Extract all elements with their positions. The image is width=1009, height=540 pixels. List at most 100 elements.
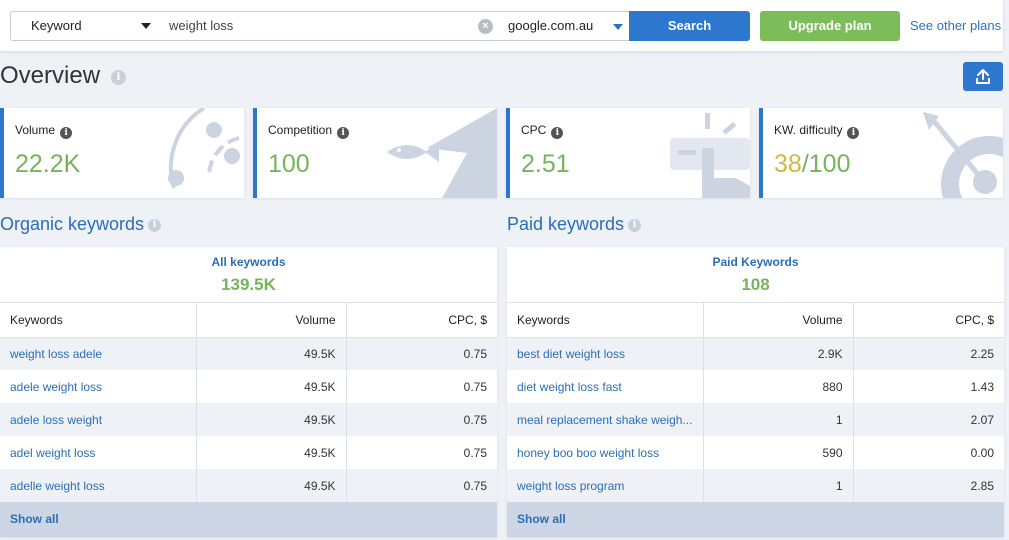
cpc-cell: 2.85 [852,469,1004,502]
organic-summary: All keywords 139.5K [0,247,497,303]
table-row: adelle weight loss 49.5K 0.75 [0,469,497,502]
cpc-cell: 0.75 [345,469,497,502]
info-icon[interactable]: i [148,219,161,232]
summary-value: 108 [741,275,770,294]
organic-keywords-title: Organic keywords [0,214,145,234]
volume-cell: 49.5K [195,370,346,403]
keyword-link[interactable]: meal replacement shake weigh... [507,403,703,436]
volume-cell: 49.5K [195,469,346,502]
volume-cell: 49.5K [195,337,346,370]
column-header-cpc[interactable]: CPC, $ [852,303,1004,338]
metric-label: KW. difficulty [774,123,843,137]
column-header-volume[interactable]: Volume [195,303,346,338]
info-icon[interactable]: i [111,70,126,85]
info-icon[interactable]: i [60,127,73,139]
summary-label[interactable]: Paid Keywords [712,255,799,269]
column-header-cpc[interactable]: CPC, $ [345,303,497,338]
cpc-cell: 1.43 [852,370,1004,403]
search-button[interactable]: Search [629,11,750,41]
summary-label[interactable]: All keywords [211,255,286,269]
info-icon[interactable]: i [628,219,641,232]
orbit-illustration-icon [168,108,240,189]
search-type-label: Keyword [31,18,82,33]
paid-keywords-table: Keywords Volume CPC, $ best diet weight … [507,303,1004,502]
metric-label: Volume [15,123,56,137]
table-row: adel weight loss 49.5K 0.75 [0,436,497,469]
keyword-link[interactable]: adelle weight loss [0,469,196,502]
metric-label: Competition [268,123,333,137]
paid-summary: Paid Keywords 108 [507,247,1004,303]
cpc-cell: 0.75 [345,337,497,370]
keyword-link[interactable]: adel weight loss [10,445,96,460]
search-type-select[interactable]: Keyword [10,11,160,41]
metric-value: 2.51 [521,150,570,178]
keyword-link[interactable]: weight loss adele [0,337,196,370]
info-icon[interactable]: i [337,127,350,139]
volume-cell: 49.5K [195,436,346,469]
metric-value: 100 [268,150,310,178]
domain-label: google.com.au [508,18,594,33]
cpc-cell: 0.75 [345,436,497,469]
metric-card-volume: Volume i 22.2K [0,108,244,198]
search-input[interactable]: weight loss × [159,11,501,41]
clear-icon[interactable]: × [478,19,493,34]
metric-card-kw-difficulty: KW. difficulty i 38/100 [759,108,1003,198]
difficulty-max: /100 [801,150,851,178]
volume-cell: 1 [702,403,853,436]
cpc-cell: 0.75 [345,403,497,436]
table-row: meal replacement shake weigh... 1 2.07 [507,403,1004,436]
table-row: best diet weight loss 2.9K 2.25 [507,337,1004,370]
keyword-link[interactable]: honey boo boo weight loss [517,445,660,460]
volume-cell: 880 [702,370,853,403]
target-illustration-icon [923,112,1003,198]
difficulty-score: 38 [774,150,802,178]
volume-cell: 1 [702,469,853,502]
table-row: weight loss program 1 2.85 [507,469,1004,502]
column-header-keywords[interactable]: Keywords [507,303,703,338]
summary-value: 139.5K [221,275,276,294]
metric-value: 38/100 [774,150,850,179]
search-query-text: weight loss [169,18,234,33]
keyword-link[interactable]: best diet weight loss [507,337,703,370]
chevron-down-icon [141,23,151,29]
upload-icon [976,69,990,84]
click-illustration-icon [670,113,750,198]
column-header-keywords[interactable]: Keywords [0,303,196,338]
volume-cell: 49.5K [195,403,346,436]
table-row: weight loss adele 49.5K 0.75 [0,337,497,370]
cpc-cell: 2.25 [852,337,1004,370]
cpc-cell: 2.07 [852,403,1004,436]
paid-keywords-title: Paid keywords [507,214,625,234]
paid-show-all-link[interactable]: Show all [507,502,1004,537]
table-header-row: Keywords Volume CPC, $ [507,303,1004,338]
paid-keywords-panel: Paid Keywords 108 Keywords Volume CPC, $… [507,247,1004,537]
keyword-link[interactable]: weight loss program [507,469,703,502]
organic-keywords-panel: All keywords 139.5K Keywords Volume CPC,… [0,247,497,537]
metric-label: CPC [521,123,547,137]
export-button[interactable] [963,62,1003,91]
page-title: Overview [0,62,101,89]
fish-illustration-icon [387,108,497,198]
table-row: adele loss weight 49.5K 0.75 [0,403,497,436]
table-row: diet weight loss fast 880 1.43 [507,370,1004,403]
metric-value: 22.2K [15,150,81,178]
cpc-cell: 0.75 [345,370,497,403]
keyword-link[interactable]: adele weight loss [10,379,103,394]
see-other-plans-link[interactable]: See other plans [910,18,1002,33]
info-icon[interactable]: i [847,127,860,139]
upgrade-plan-button[interactable]: Upgrade plan [760,11,900,41]
cpc-cell: 0.00 [852,436,1004,469]
table-row: honey boo boo weight loss 590 0.00 [507,436,1004,469]
metric-card-competition: Competition i 100 [253,108,497,198]
domain-select[interactable]: google.com.au [500,11,630,41]
organic-show-all-link[interactable]: Show all [0,502,497,537]
chevron-down-icon [613,24,623,30]
table-header-row: Keywords Volume CPC, $ [0,303,497,338]
keyword-link[interactable]: diet weight loss fast [517,379,622,394]
organic-keywords-table: Keywords Volume CPC, $ weight loss adele… [0,303,497,502]
keyword-link[interactable]: adele loss weight [0,403,196,436]
table-row: adele weight loss 49.5K 0.75 [0,370,497,403]
info-icon[interactable]: i [551,127,564,139]
column-header-volume[interactable]: Volume [702,303,853,338]
metric-card-cpc: CPC i 2.51 [506,108,750,198]
